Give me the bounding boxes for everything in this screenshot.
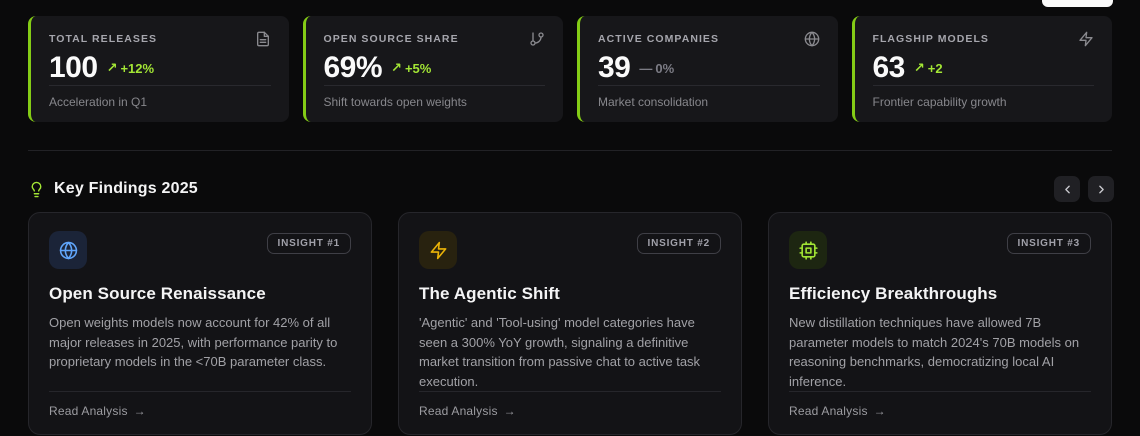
insight-card-efficiency-breakthroughs: INSIGHT #3 Efficiency Breakthroughs New … [768, 212, 1112, 435]
insight-title: The Agentic Shift [419, 284, 560, 303]
insight-badge: INSIGHT #2 [636, 233, 721, 254]
insight-body: 'Agentic' and 'Tool-using' model categor… [419, 315, 701, 389]
stat-card-flagship-models: FLAGSHIP MODELS 63 ↗ +2 Frontier capabil… [851, 16, 1112, 122]
stat-card-active-companies: ACTIVE COMPANIES 39 — 0% Market consolid… [577, 16, 838, 122]
stat-value: 69% [323, 51, 383, 84]
carousel-next-button[interactable] [1088, 176, 1114, 202]
insight-body: Open weights models now account for 42% … [49, 315, 338, 369]
insight-footer: Read Analysis → [49, 391, 351, 418]
trend-up-icon: ↗ [391, 60, 402, 75]
zap-icon [419, 231, 457, 269]
stat-value: 63 [872, 51, 906, 84]
insight-body: New distillation techniques have allowed… [789, 315, 1080, 389]
stat-note: Shift towards open weights [323, 95, 467, 109]
stat-value: 39 [598, 51, 631, 84]
insight-title: Open Source Renaissance [49, 284, 266, 303]
stat-label: TOTAL RELEASES [49, 33, 158, 45]
insight-card-agentic-shift: INSIGHT #2 The Agentic Shift 'Agentic' a… [398, 212, 742, 435]
insight-footer: Read Analysis → [419, 391, 721, 418]
insights-row: INSIGHT #1 Open Source Renaissance Open … [28, 212, 1112, 435]
read-analysis-link[interactable]: Read Analysis → [789, 404, 886, 418]
stat-label: OPEN SOURCE SHARE [323, 33, 459, 45]
trend-up-icon: ↗ [913, 60, 925, 75]
stat-delta: ↗ +12% [106, 60, 155, 76]
read-analysis-link[interactable]: Read Analysis → [419, 404, 516, 418]
insight-badge: INSIGHT #3 [1006, 233, 1091, 254]
stat-note: Market consolidation [598, 95, 709, 109]
stat-divider [598, 85, 820, 86]
stats-row: TOTAL RELEASES 100 ↗ +12% Acceleration i… [28, 16, 1112, 122]
insight-badge: INSIGHT #1 [266, 233, 351, 254]
stat-divider [872, 85, 1094, 86]
chevron-right-icon [1095, 183, 1108, 196]
stat-note: Acceleration in Q1 [49, 95, 148, 109]
stat-divider [323, 85, 545, 86]
stat-delta: ↗ +5% [391, 60, 432, 76]
stat-delta: ↗ +2 [913, 60, 943, 76]
chevron-left-icon [1061, 183, 1074, 196]
trend-flat-icon: — [639, 60, 653, 76]
arrow-right-icon: → [873, 404, 886, 418]
stat-card-open-source-share: OPEN SOURCE SHARE 69% ↗ +5% Shift toward… [302, 16, 563, 122]
file-text-icon [255, 31, 271, 47]
trend-up-icon: ↗ [106, 60, 118, 75]
zap-icon [1078, 31, 1094, 47]
arrow-right-icon: → [503, 404, 516, 418]
stat-value: 100 [49, 51, 98, 84]
cpu-icon [789, 231, 827, 269]
stat-label: ACTIVE COMPANIES [598, 33, 720, 45]
insight-title: Efficiency Breakthroughs [789, 284, 998, 303]
section-title: Key Findings 2025 [54, 180, 198, 197]
insight-card-open-source-renaissance: INSIGHT #1 Open Source Renaissance Open … [28, 212, 372, 435]
globe-icon [49, 231, 87, 269]
stat-card-total-releases: TOTAL RELEASES 100 ↗ +12% Acceleration i… [28, 16, 289, 122]
insight-footer: Read Analysis → [789, 391, 1091, 418]
read-analysis-link[interactable]: Read Analysis → [49, 404, 146, 418]
arrow-right-icon: → [133, 404, 146, 418]
lightbulb-icon [28, 181, 45, 198]
carousel-prev-button[interactable] [1054, 176, 1080, 202]
stat-label: FLAGSHIP MODELS [872, 33, 989, 45]
top-right-button[interactable] [1042, 0, 1113, 7]
globe-icon [804, 31, 820, 47]
section-divider [28, 150, 1112, 151]
stat-note: Frontier capability growth [872, 95, 1007, 109]
git-branch-icon [529, 31, 545, 47]
stat-divider [49, 85, 271, 86]
key-findings-header: Key Findings 2025 [28, 175, 1114, 203]
stat-delta: — 0% [639, 60, 675, 76]
